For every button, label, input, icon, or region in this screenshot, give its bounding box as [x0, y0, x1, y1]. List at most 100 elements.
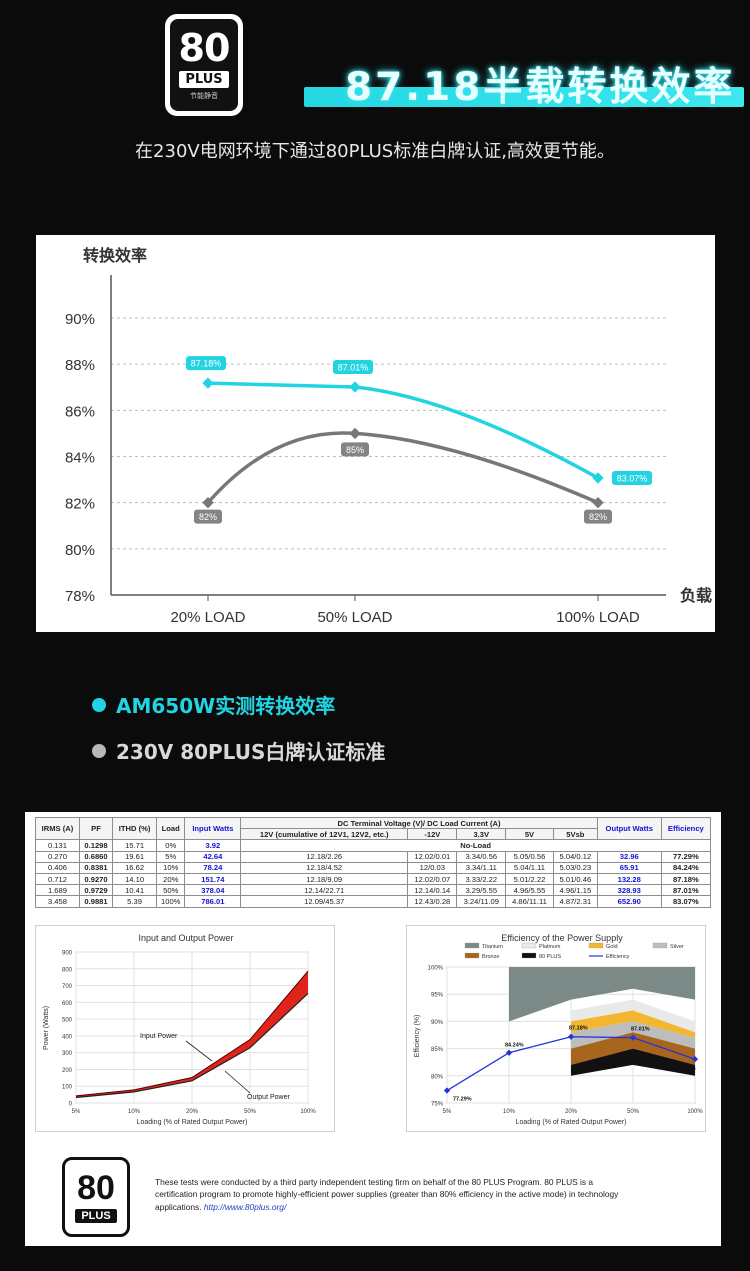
- data-label: 83.07%: [617, 473, 648, 483]
- efficiency-label: 77.29%: [453, 1097, 472, 1103]
- table-cell: 15.71: [112, 839, 158, 852]
- col-5v: 5V: [505, 828, 554, 841]
- table-cell: 10.41: [112, 884, 158, 897]
- table-cell: 16.62: [112, 861, 158, 874]
- y-tick-label: 95%: [431, 993, 444, 999]
- y-tick-label: 90%: [65, 311, 95, 328]
- y-axis-title: Power (Watts): [43, 1006, 50, 1050]
- x-tick-label: 20%: [186, 1109, 199, 1115]
- legend-label: Platinum: [539, 944, 561, 950]
- legend-label: Gold: [606, 944, 618, 950]
- table-cell: 1.689: [35, 884, 80, 897]
- x-tick-label: 50% LOAD: [317, 609, 392, 626]
- y-tick-label: 200: [62, 1068, 73, 1074]
- table-cell: 19.61: [112, 850, 158, 863]
- y-tick-label: 80%: [431, 1074, 444, 1080]
- footer-text: These tests were conducted by a third pa…: [155, 1177, 619, 1212]
- power-gap-area: [76, 971, 308, 1098]
- headline: 87.18半载转换效率: [345, 65, 736, 110]
- table-cell: 0.9729: [78, 884, 114, 897]
- data-point: [349, 427, 361, 440]
- col-ithd: ITHD (%): [112, 816, 158, 841]
- logo-sub: 节能静音: [190, 92, 218, 100]
- table-cell: 3.34/0.56: [456, 850, 507, 863]
- efficiency-chart-panel: 转换效率 负载 78% 80% 82% 84% 86% 88% 90% 20% LOAD 50% L…: [36, 235, 715, 632]
- y-axis-title: 转换效率: [83, 246, 147, 265]
- 80plus-logo: 80 PLUS 节能静音: [165, 14, 243, 116]
- table-cell: 50%: [156, 884, 186, 897]
- legend-swatch: [652, 942, 668, 949]
- table-cell: 0.270: [35, 850, 80, 863]
- table-cell: 0.9270: [78, 872, 114, 886]
- x-axis-title: 负载: [680, 586, 712, 605]
- legend-dot-icon: [92, 697, 106, 712]
- x-axis-title: Loading (% of Rated Output Power): [137, 1119, 248, 1126]
- input-power-arrow: [185, 1040, 213, 1062]
- gold-band: [571, 1010, 695, 1038]
- y-tick-label: 300: [62, 1051, 73, 1057]
- y-tick-label: 84%: [65, 450, 95, 467]
- logo-number: 80: [178, 26, 231, 70]
- y-tick-label: 90%: [431, 1020, 444, 1026]
- footer-link[interactable]: http://www.80plus.org/: [203, 1201, 287, 1212]
- legend-item-standard: 230V 80PLUS白牌认证标准: [92, 736, 385, 765]
- table-cell: 12.18/2.26: [240, 850, 409, 863]
- table-cell: 3.33/2.22: [456, 872, 507, 886]
- power-chart: Input and Output Power 0 100 200 300 400 500 60…: [43, 933, 316, 1126]
- x-tick-label: 50%: [627, 1109, 640, 1115]
- data-label-bg: [194, 509, 222, 524]
- efficiency-label: 87.18%: [569, 1026, 588, 1032]
- col-input: Input Watts: [184, 816, 242, 841]
- 80plus-band: [571, 1048, 695, 1076]
- table-cell: 100%: [156, 895, 186, 908]
- output-power-line: [75, 993, 309, 1099]
- y-tick-label: 85%: [431, 1047, 444, 1053]
- data-label-bg: [612, 470, 652, 485]
- data-label: 85%: [346, 445, 364, 455]
- legend-swatch: [588, 942, 604, 949]
- legend-swatch: [464, 952, 480, 959]
- data-label: 82%: [589, 512, 607, 522]
- table-cell: 0.6860: [78, 850, 114, 863]
- table-cell: 5.05/0.56: [505, 850, 554, 863]
- table-cell: 4.96/5.55: [505, 884, 554, 897]
- table-cell: 0%: [156, 839, 186, 852]
- efficiency-cell: 87.18%: [660, 872, 712, 886]
- x-tick-label: 20%: [565, 1109, 578, 1115]
- table-row: 3.458 0.9881 5.39 100% 786.01 12.09/45.37 12.4…: [35, 895, 712, 908]
- footer-logo-number: 80: [77, 1169, 115, 1207]
- legend-label: Bronze: [482, 954, 499, 960]
- legend-swatch: [521, 942, 537, 949]
- legend-label: Efficiency: [606, 954, 630, 960]
- table-cell: 12.18/9.09: [240, 872, 409, 886]
- output-watts-cell: 652.90: [596, 895, 662, 908]
- footer-logo-word: PLUS: [75, 1209, 117, 1223]
- x-tick-label: 100%: [300, 1109, 316, 1115]
- table-cell: 4.96/1.15: [552, 884, 598, 897]
- output-power-label: Output Power: [247, 1094, 290, 1101]
- table-cell: 4.87/2.31: [552, 895, 598, 908]
- logo-word: PLUS: [179, 71, 229, 88]
- table-cell: 3.34/1.11: [456, 861, 507, 874]
- power-chart-panel: Input and Output Power 0 100 200 300 400 500 60…: [35, 925, 335, 1132]
- table-cell: 3.29/5.55: [456, 884, 507, 897]
- x-tick-label: 20% LOAD: [170, 609, 245, 626]
- table-row: 0.131 0.1298 15.71 0% 3.92 No-Load: [35, 839, 711, 852]
- footer-note: These tests were conducted by a third pa…: [155, 1176, 635, 1213]
- data-label: 82%: [199, 512, 217, 522]
- table-cell: 5.39: [112, 895, 158, 908]
- legend-label: 230V 80PLUS白牌认证标准: [116, 740, 386, 764]
- data-label-bg: [186, 356, 226, 371]
- y-tick-label: 75%: [431, 1102, 444, 1108]
- y-tick-label: 86%: [65, 403, 95, 420]
- series-line: [206, 431, 599, 505]
- table-cell: 10%: [156, 861, 186, 874]
- input-watts-cell: 378.04: [184, 884, 242, 897]
- table-cell: 12.09/45.37: [240, 895, 409, 908]
- data-label-bg: [333, 360, 373, 375]
- legend-label: AM650W实测转换效率: [116, 694, 336, 718]
- table-cell: 4.86/11.11: [505, 895, 554, 908]
- silver-band: [571, 1021, 695, 1049]
- table-row: 0.712 0.9270 14.10 20% 151.74 12.18/9.09 12.02…: [35, 872, 712, 886]
